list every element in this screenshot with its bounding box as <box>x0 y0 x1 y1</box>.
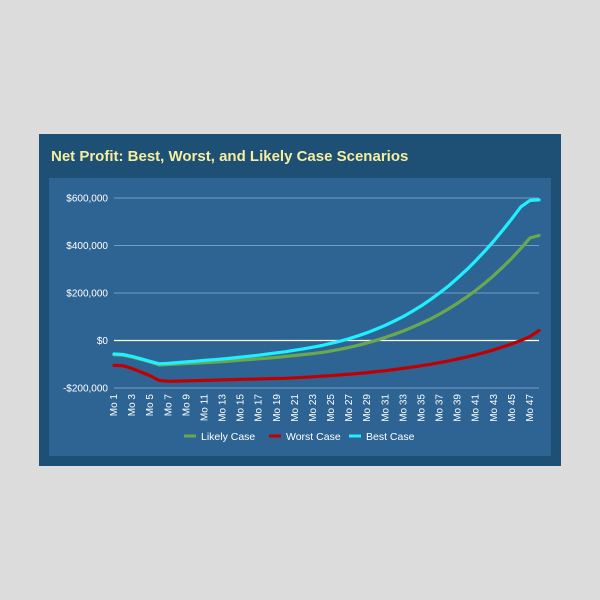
x-tick-label: Mo 3 <box>127 394 138 417</box>
x-tick-label: Mo 11 <box>199 394 210 421</box>
legend-label-likely: Likely Case <box>201 431 255 443</box>
x-tick-label: Mo 31 <box>380 394 391 422</box>
x-tick-label: Mo 15 <box>236 394 247 422</box>
y-tick-label: $400,000 <box>66 241 108 252</box>
x-tick-label: Mo 21 <box>290 394 301 422</box>
x-tick-label: Mo 7 <box>163 394 174 417</box>
plot-area: -$200,000 $0 $200,000 $400,000 $600,000 Mo 1 M… <box>49 178 551 456</box>
x-tick-label: Mo 47 <box>525 394 536 422</box>
x-tick-label: Mo 45 <box>507 394 518 422</box>
x-tick-label: Mo 41 <box>471 394 482 422</box>
chart-title: Net Profit: Best, Worst, and Likely Case… <box>51 148 409 165</box>
x-tick-label: Mo 5 <box>145 394 156 417</box>
x-tick-label: Mo 43 <box>489 394 500 422</box>
x-tick-label: Mo 23 <box>308 394 319 422</box>
x-tick-label: Mo 13 <box>218 394 229 422</box>
chart-card: Net Profit: Best, Worst, and Likely Case… <box>39 134 561 466</box>
y-tick-label: $200,000 <box>66 289 108 300</box>
line-chart: -$200,000 $0 $200,000 $400,000 $600,000 Mo 1 M… <box>63 194 541 443</box>
legend-label-best: Best Case <box>366 431 415 443</box>
x-tick-label: Mo 39 <box>453 394 464 422</box>
legend-label-worst: Worst Case <box>286 431 341 443</box>
x-tick-label: Mo 9 <box>181 394 192 417</box>
x-tick-label: Mo 37 <box>435 394 446 422</box>
x-tick-label: Mo 19 <box>272 394 283 422</box>
x-tick-label: Mo 17 <box>254 394 265 422</box>
y-tick-label: $0 <box>97 336 109 347</box>
x-tick-label: Mo 27 <box>344 394 355 422</box>
series-line-best <box>112 198 541 366</box>
x-tick-label: Mo 35 <box>416 394 427 422</box>
x-tick-label: Mo 29 <box>362 394 373 422</box>
x-tick-label: Mo 33 <box>398 394 409 422</box>
y-tick-label: $600,000 <box>66 194 108 205</box>
series-line-worst <box>112 328 541 383</box>
x-tick-label: Mo 1 <box>109 394 120 417</box>
x-tick-label: Mo 25 <box>326 394 337 422</box>
y-tick-label: -$200,000 <box>63 384 108 395</box>
